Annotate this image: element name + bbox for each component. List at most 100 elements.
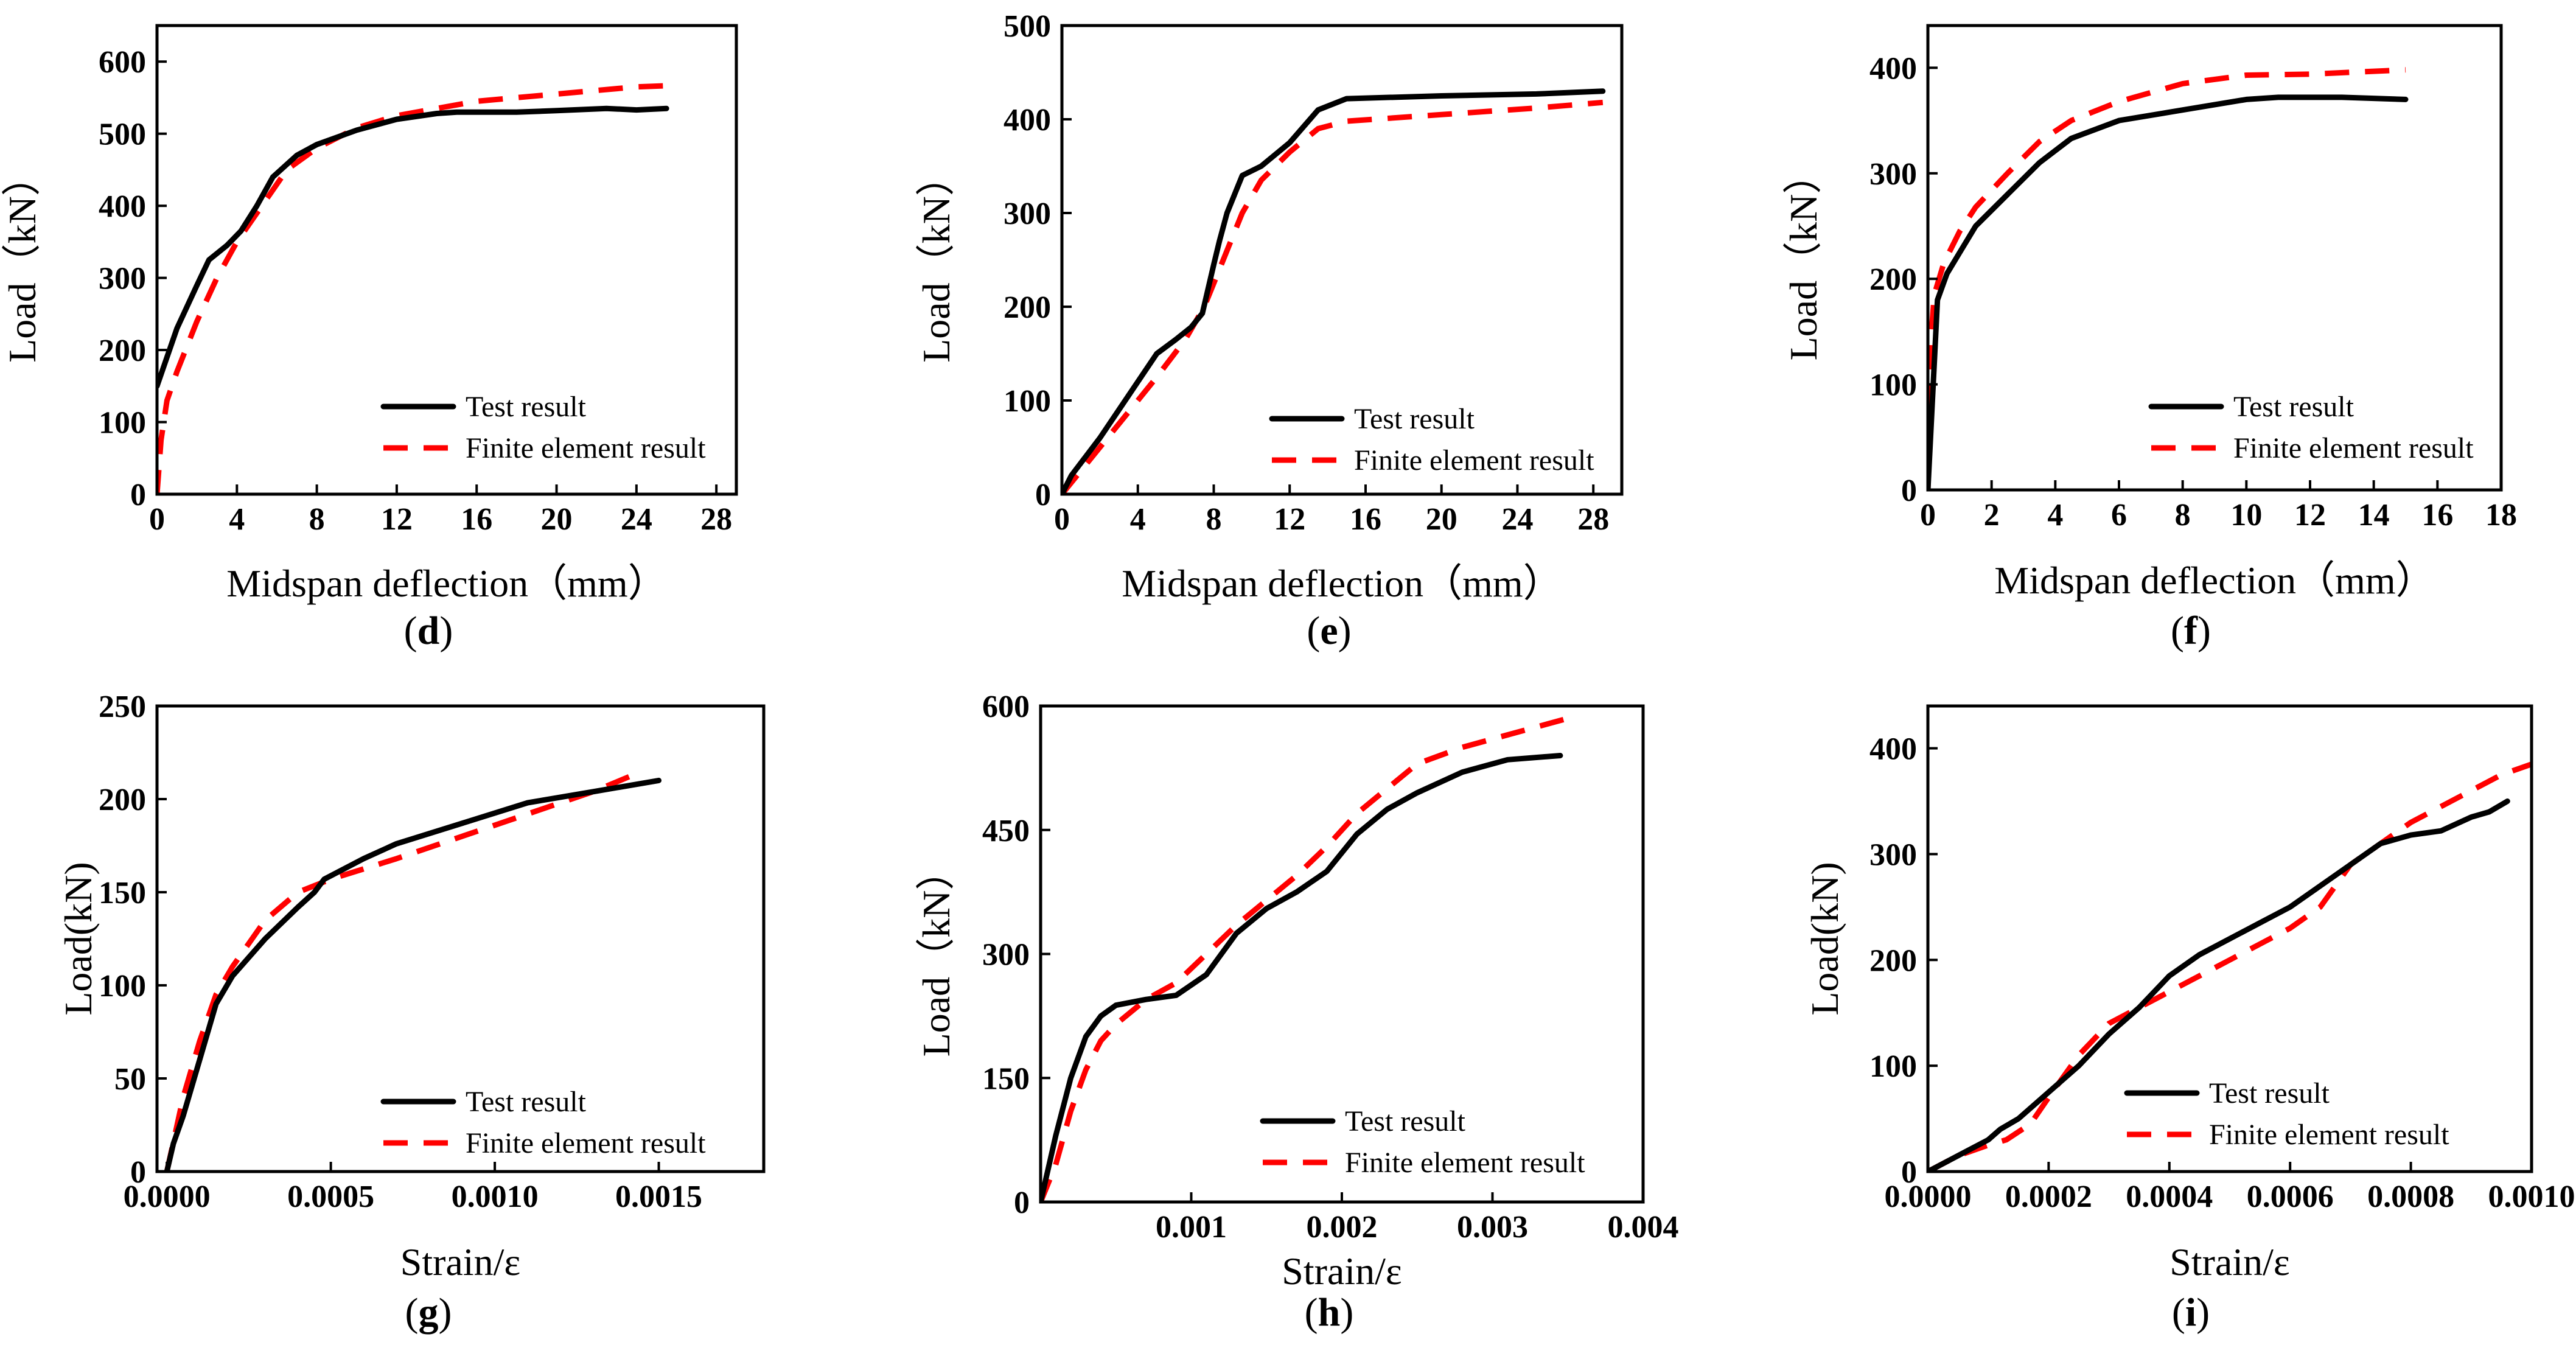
y-axis-label: Load(kN) bbox=[57, 862, 100, 1015]
y-tick-label: 150 bbox=[99, 876, 146, 910]
y-tick-label: 200 bbox=[1869, 943, 1917, 978]
x-axis-label: Strain/ε bbox=[1282, 1249, 1402, 1293]
x-tick-label: 14 bbox=[2358, 498, 2390, 533]
y-axis-label: Load（kN） bbox=[1782, 155, 1825, 361]
series-line-finite-element-result bbox=[164, 768, 644, 1172]
x-tick-label: 20 bbox=[541, 502, 573, 537]
x-tick-label: 16 bbox=[461, 502, 492, 537]
legend-label: Test result bbox=[2233, 391, 2354, 423]
y-tick-label: 100 bbox=[1869, 368, 1917, 403]
y-tick-label: 300 bbox=[982, 938, 1030, 973]
series-line-test-result bbox=[157, 105, 669, 389]
legend-label: Test result bbox=[1345, 1105, 1466, 1137]
x-tick-label: 0.0004 bbox=[2126, 1179, 2213, 1214]
x-axis-label: Strain/ε bbox=[2169, 1240, 2290, 1284]
series-line-test-result bbox=[164, 777, 661, 1172]
panel-label: (h) bbox=[1305, 1290, 1354, 1335]
y-tick-label: 0 bbox=[130, 478, 146, 512]
legend-label: Finite element result bbox=[2209, 1119, 2449, 1151]
plot-frame bbox=[1039, 704, 1645, 1204]
x-tick-label: 0.0015 bbox=[615, 1179, 702, 1214]
chart-panel-f: 0 2 4 6 8 10 12 14 16 18 0 100 200 300 400 Midspan defl… bbox=[1782, 24, 2517, 653]
x-tick-label: 0.0005 bbox=[287, 1179, 374, 1214]
y-tick-label: 100 bbox=[1869, 1049, 1917, 1084]
x-tick-label: 0.0000 bbox=[124, 1179, 211, 1214]
x-tick-label: 0.002 bbox=[1307, 1210, 1378, 1245]
x-tick-label: 0 bbox=[149, 502, 165, 537]
x-tick-label: 20 bbox=[1426, 502, 1457, 537]
x-tick-label: 28 bbox=[1577, 502, 1609, 537]
chart-panel-e: 0 4 8 12 16 20 24 28 0 100 200 300 400 500 Midspan def… bbox=[915, 9, 1624, 653]
series-line-finite-element-result bbox=[1062, 99, 1604, 494]
legend-label: Finite element result bbox=[466, 432, 706, 464]
x-tick-label: 2 bbox=[1984, 498, 2000, 533]
legend-label: Test result bbox=[466, 1086, 587, 1118]
x-tick-label: 18 bbox=[2485, 498, 2517, 533]
y-axis-label: Load（kN） bbox=[1, 157, 44, 363]
y-tick-label: 500 bbox=[1004, 9, 1051, 44]
series-line-finite-element-result bbox=[1928, 761, 2533, 1172]
legend-label: Finite element result bbox=[466, 1127, 706, 1159]
panel-label: (i) bbox=[2172, 1290, 2210, 1335]
x-tick-label: 24 bbox=[1501, 502, 1533, 537]
legend-label: Test result bbox=[2209, 1077, 2330, 1109]
y-tick-label: 0 bbox=[1014, 1186, 1030, 1220]
series-line-test-result bbox=[1062, 88, 1606, 494]
x-tick-label: 0.004 bbox=[1608, 1210, 1679, 1245]
x-tick-label: 0.003 bbox=[1457, 1210, 1528, 1245]
y-tick-label: 300 bbox=[1869, 837, 1917, 872]
series-line-finite-element-result bbox=[1041, 716, 1569, 1202]
chart-panel-d: 0 4 8 12 16 20 24 28 0 100 200 300 400 500 600 Midspan … bbox=[1, 24, 738, 653]
x-tick-label: 0.0008 bbox=[2367, 1179, 2454, 1214]
y-tick-label: 200 bbox=[99, 783, 146, 817]
x-tick-label: 6 bbox=[2111, 498, 2127, 533]
y-tick-label: 200 bbox=[1869, 262, 1917, 297]
panel-label: (e) bbox=[1307, 609, 1351, 653]
plot-frame bbox=[1060, 24, 1624, 496]
y-axis-label: Load（kN） bbox=[915, 851, 958, 1057]
y-tick-label: 150 bbox=[982, 1061, 1030, 1096]
y-tick-label: 0 bbox=[130, 1155, 146, 1190]
x-tick-label: 0.0006 bbox=[2247, 1179, 2334, 1214]
legend-label: Test result bbox=[1354, 403, 1475, 435]
y-tick-label: 600 bbox=[99, 45, 146, 80]
series-line-test-result bbox=[1041, 753, 1563, 1202]
x-tick-label: 12 bbox=[1274, 502, 1305, 537]
y-tick-label: 400 bbox=[1004, 103, 1051, 138]
x-axis-label: Strain/ε bbox=[400, 1240, 521, 1284]
x-tick-label: 4 bbox=[229, 502, 245, 537]
legend-label: Finite element result bbox=[1354, 444, 1594, 477]
panel-label: (g) bbox=[405, 1290, 452, 1335]
y-tick-label: 0 bbox=[1901, 1155, 1917, 1190]
y-tick-label: 0 bbox=[1035, 478, 1051, 512]
y-tick-label: 400 bbox=[1869, 732, 1917, 767]
panel-label: (d) bbox=[404, 609, 453, 653]
series-line-test-result bbox=[1928, 94, 2409, 490]
x-tick-label: 16 bbox=[1350, 502, 1381, 537]
chart-panel-i: 0.0000 0.0002 0.0004 0.0006 0.0008 0.0010 0 100… bbox=[1803, 704, 2575, 1335]
chart-panel-g: 0.0000 0.0005 0.0010 0.0015 0 50 100 150 200 250 S… bbox=[57, 690, 766, 1335]
plot-frame bbox=[155, 24, 738, 496]
x-tick-label: 0.001 bbox=[1156, 1210, 1227, 1245]
y-tick-label: 50 bbox=[114, 1062, 146, 1097]
y-tick-label: 400 bbox=[99, 189, 146, 224]
y-axis-label: Load(kN) bbox=[1803, 862, 1846, 1015]
x-tick-label: 4 bbox=[2047, 498, 2063, 533]
plot-frame bbox=[1926, 24, 2503, 492]
y-tick-label: 400 bbox=[1869, 51, 1917, 86]
x-tick-label: 28 bbox=[700, 502, 732, 537]
x-tick-label: 8 bbox=[1206, 502, 1221, 537]
y-tick-label: 300 bbox=[1004, 197, 1051, 231]
x-tick-label: 12 bbox=[381, 502, 413, 537]
y-tick-label: 500 bbox=[99, 117, 146, 152]
x-tick-label: 0 bbox=[1920, 498, 1936, 533]
y-tick-label: 300 bbox=[1869, 157, 1917, 192]
x-tick-label: 0.0000 bbox=[1885, 1179, 1972, 1214]
series-line-test-result bbox=[1928, 798, 2510, 1172]
x-tick-label: 12 bbox=[2294, 498, 2326, 533]
x-axis-label: Midspan deflection（mm） bbox=[1994, 559, 2434, 602]
plot-frame bbox=[155, 704, 766, 1173]
y-tick-label: 200 bbox=[99, 334, 146, 368]
y-tick-label: 100 bbox=[99, 406, 146, 441]
x-axis-label: Midspan deflection（mm） bbox=[226, 562, 666, 605]
